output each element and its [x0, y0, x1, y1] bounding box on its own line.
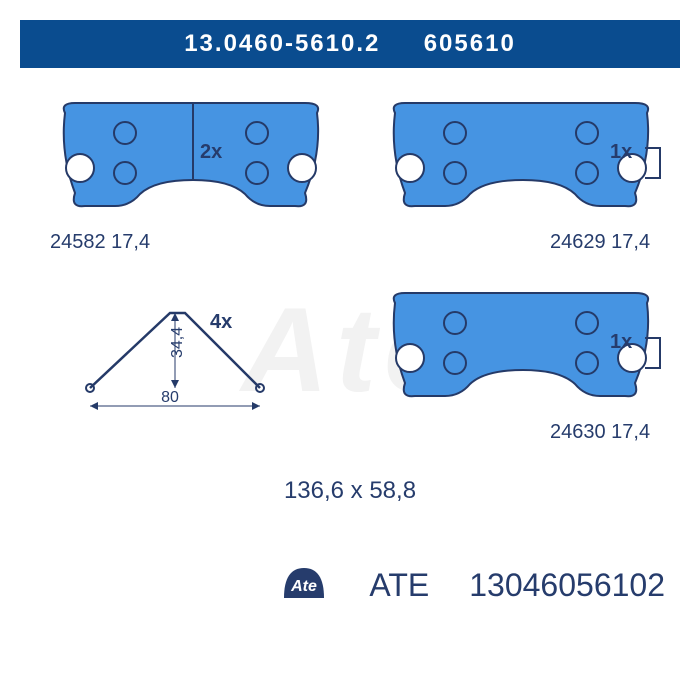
dimensions: 136,6 x 58,8	[284, 477, 416, 504]
footer-partnum: 13046056102	[469, 567, 665, 604]
pad1-ref: 24582 17,4	[50, 231, 150, 253]
pad3-ref: 24630 17,4	[550, 421, 650, 443]
brake-pad-1: 2x	[64, 103, 318, 206]
svg-text:Ate: Ate	[290, 578, 317, 595]
brand-logo: Ate	[279, 563, 329, 608]
clip-width: 80	[161, 389, 179, 406]
header-code2: 605610	[424, 30, 516, 57]
clip: 4x 34,4 80	[86, 311, 264, 410]
header-code1: 13.0460-5610.2	[184, 30, 380, 57]
pad2-qty: 1x	[610, 141, 632, 163]
footer: Ate ATE 13046056102	[20, 548, 680, 608]
brake-pad-2: 1x	[394, 103, 660, 206]
product-diagram: Ate 13.0460-5610.2 605610 2x 24582	[0, 0, 700, 700]
brake-pad-3: 1x	[394, 293, 660, 396]
pad3-qty: 1x	[610, 331, 632, 353]
header-bar: 13.0460-5610.2 605610	[20, 20, 680, 68]
brand-name: ATE	[369, 567, 429, 604]
diagram-area: 2x 24582 17,4 1x 24629 17,4	[20, 68, 680, 548]
pad2-ref: 24629 17,4	[550, 231, 650, 253]
clip-qty: 4x	[210, 311, 232, 333]
clip-height: 34,4	[169, 327, 186, 358]
pad1-qty: 2x	[200, 141, 222, 163]
